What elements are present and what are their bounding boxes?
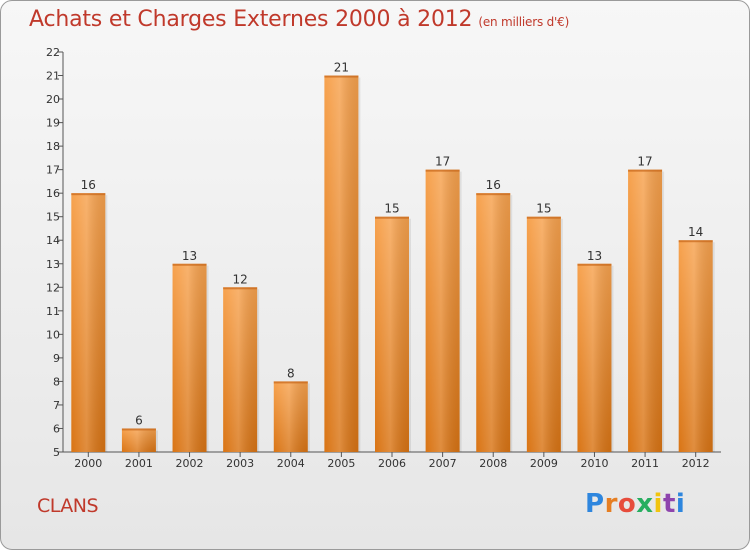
bar-highlight <box>476 193 511 453</box>
bar-top-edge <box>375 216 409 219</box>
logo-letter: i <box>653 489 663 519</box>
chart-subtitle: (en milliers d'€) <box>478 15 570 29</box>
y-tick-label: 20 <box>46 93 60 106</box>
bar-highlight <box>375 216 409 452</box>
value-label-2001: 6 <box>135 413 143 427</box>
bar-highlight <box>678 240 713 452</box>
y-tick-label: 15 <box>46 211 60 224</box>
y-tick-label: 7 <box>53 399 60 412</box>
value-label-2005: 21 <box>334 61 349 75</box>
value-label-2009: 15 <box>536 202 551 216</box>
bars <box>71 75 715 453</box>
bar-top-edge <box>172 263 207 266</box>
chart-title: Achats et Charges Externes 2000 à 2012 (e… <box>29 7 569 32</box>
y-tick-label: 13 <box>46 258 60 271</box>
bar-top-edge <box>678 240 713 243</box>
bar-top-edge <box>273 381 308 384</box>
bar-highlight <box>324 75 359 452</box>
x-tick-label-2010: 2010 <box>580 457 608 470</box>
y-tick-label: 14 <box>46 234 60 247</box>
logo-letter: P <box>585 489 605 519</box>
x-tick-label-2000: 2000 <box>74 457 102 470</box>
y-tick-label: 12 <box>46 281 60 294</box>
bar-highlight <box>526 216 561 452</box>
x-tick-label-2002: 2002 <box>176 457 204 470</box>
y-tick-label: 5 <box>53 446 60 459</box>
x-tick-label-2005: 2005 <box>327 457 355 470</box>
bar-highlight <box>425 169 460 452</box>
x-tick-label-2001: 2001 <box>125 457 153 470</box>
bar-top-edge <box>628 169 663 172</box>
y-tick-label: 22 <box>46 46 60 59</box>
bar-top-edge <box>577 263 612 266</box>
y-tick-label: 21 <box>46 70 60 83</box>
value-label-2006: 15 <box>384 202 399 216</box>
value-label-2011: 17 <box>637 155 652 169</box>
value-label-2003: 12 <box>233 272 248 286</box>
y-tick-label: 17 <box>46 164 60 177</box>
bar-top-edge <box>476 193 511 196</box>
logo-letter: o <box>617 489 637 519</box>
axes: 5 6 7 8 9 10 11 12 13 14 15 16 17 18 19 20 21 22 <box>46 46 721 459</box>
labels: 16 2000 6 2001 13 2002 12 2003 8 2004 21 2005 15 2006… <box>74 61 709 470</box>
x-tick-label-2003: 2003 <box>226 457 254 470</box>
x-tick-label-2011: 2011 <box>631 457 659 470</box>
bar-highlight <box>71 193 106 453</box>
bar-highlight <box>172 263 207 452</box>
bar-top-edge <box>121 428 156 431</box>
y-tick-label: 11 <box>46 305 60 318</box>
bar-highlight <box>577 263 612 452</box>
chart-title-text: Achats et Charges Externes 2000 à 2012 <box>29 7 473 32</box>
value-label-2010: 13 <box>587 249 602 263</box>
bar-highlight <box>273 381 308 452</box>
value-label-2004: 8 <box>287 366 295 380</box>
bar-top-edge <box>324 75 359 78</box>
proxiti-logo: Proxiti <box>585 489 685 519</box>
logo-letter: x <box>636 489 654 519</box>
bar-highlight <box>628 169 663 452</box>
bar-top-edge <box>526 216 561 219</box>
y-tick-label: 10 <box>46 328 60 341</box>
x-tick-label-2012: 2012 <box>682 457 710 470</box>
bar-top-edge <box>71 193 106 196</box>
y-tick-label: 6 <box>53 422 60 435</box>
y-tick-label: 8 <box>53 375 60 388</box>
bar-top-edge <box>425 169 460 172</box>
bar-top-edge <box>223 287 258 290</box>
value-label-2007: 17 <box>435 155 450 169</box>
x-tick-label-2008: 2008 <box>479 457 507 470</box>
x-tick-label-2009: 2009 <box>530 457 558 470</box>
bar-highlight <box>223 287 258 452</box>
x-tick-label-2007: 2007 <box>429 457 457 470</box>
y-tick-label: 9 <box>53 352 60 365</box>
logo-letter: i <box>675 489 686 519</box>
x-tick-label-2006: 2006 <box>378 457 406 470</box>
value-label-2002: 13 <box>182 249 197 263</box>
logo-letter: t <box>662 489 676 519</box>
value-label-2000: 16 <box>81 178 96 192</box>
logo-letter: r <box>604 489 618 519</box>
value-label-2012: 14 <box>688 225 703 239</box>
y-tick-label: 18 <box>46 140 60 153</box>
y-tick-label: 16 <box>46 187 60 200</box>
city-name: CLANS <box>37 495 99 517</box>
x-tick-label-2004: 2004 <box>277 457 305 470</box>
y-tick-label: 19 <box>46 117 60 130</box>
value-label-2008: 16 <box>486 178 501 192</box>
bar-highlight <box>121 428 156 452</box>
